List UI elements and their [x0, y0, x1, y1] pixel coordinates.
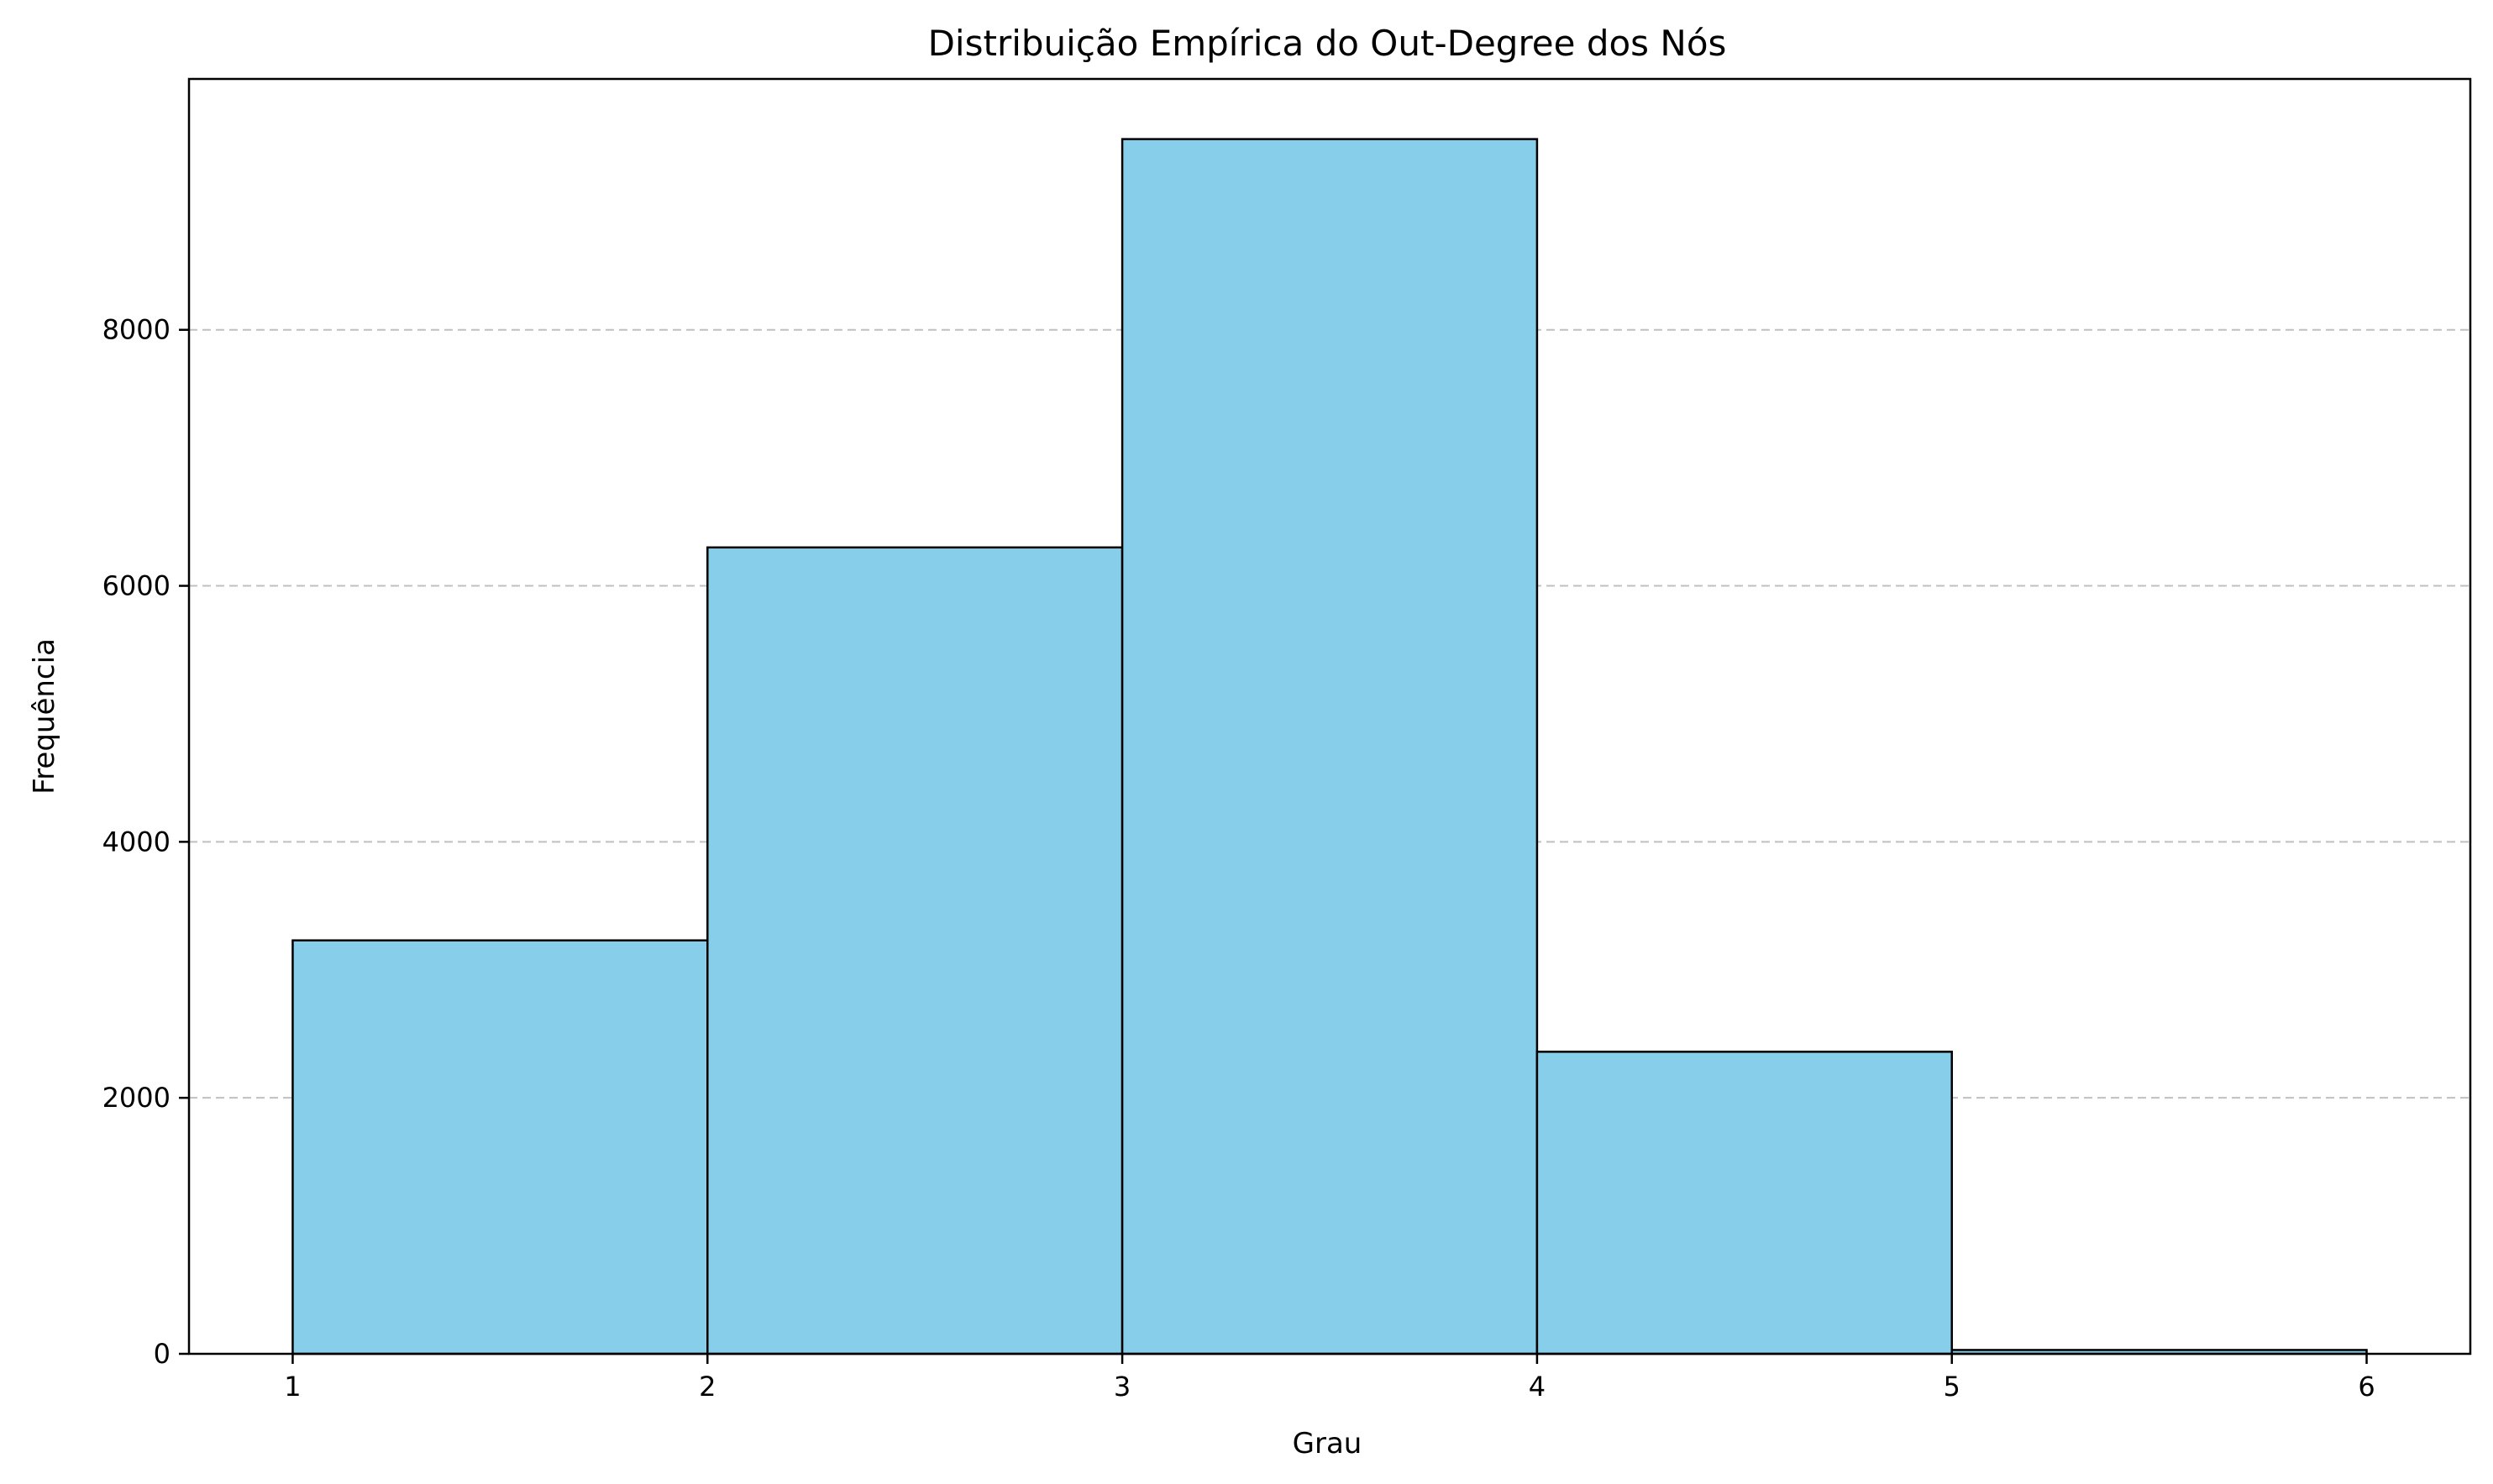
y-tick-label: 2000 — [102, 1082, 171, 1114]
chart-title: Distribuição Empírica do Out-Degree dos … — [928, 23, 1727, 64]
x-tick-label: 5 — [1944, 1371, 1960, 1403]
x-tick-label: 2 — [699, 1371, 716, 1403]
x-tick-label: 4 — [1529, 1371, 1546, 1403]
y-tick-label: 6000 — [102, 570, 171, 602]
y-tick-label: 8000 — [102, 314, 171, 346]
y-tick-label: 4000 — [102, 826, 171, 857]
x-tick-label: 1 — [284, 1371, 301, 1403]
histogram-bar — [1121, 138, 1539, 1356]
x-tick-label: 3 — [1114, 1371, 1131, 1403]
y-axis-ticks: 0 2000 4000 6000 8000 — [102, 314, 189, 1370]
histogram-bar — [706, 546, 1124, 1356]
histogram-bars — [291, 138, 2368, 1356]
y-axis-label: Frequência — [28, 638, 61, 794]
x-axis-ticks: 1 2 3 4 5 6 — [284, 1354, 2375, 1403]
x-axis-label: Grau — [1293, 1427, 1362, 1460]
plot-frame — [187, 77, 2472, 1356]
x-tick-label: 6 — [2358, 1371, 2375, 1403]
y-tick-label: 0 — [154, 1338, 171, 1370]
histogram-bar — [291, 939, 709, 1356]
histogram-bar — [1535, 1051, 1953, 1356]
